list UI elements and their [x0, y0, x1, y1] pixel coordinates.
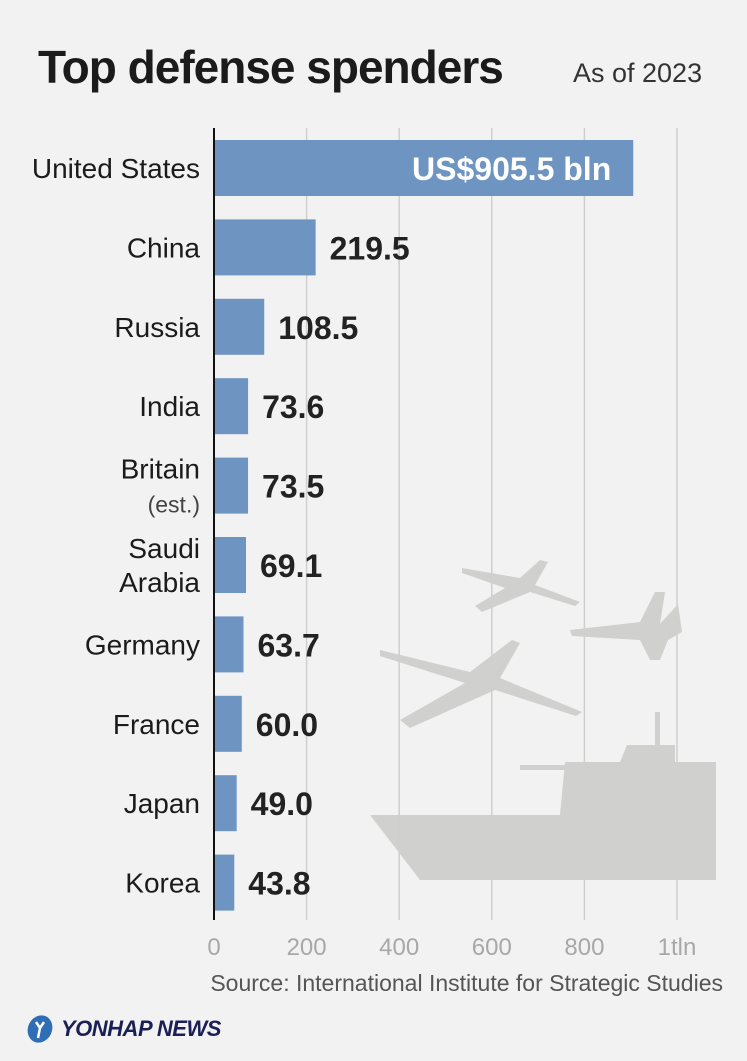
- bar: [214, 378, 249, 435]
- category-label: Korea: [125, 868, 200, 899]
- x-tick-label: 800: [564, 934, 604, 961]
- yonhap-logo-text: YONHAP NEWS: [61, 1016, 221, 1041]
- x-tick-label: 400: [379, 934, 419, 961]
- bars: [214, 140, 634, 911]
- yonhap-globe-icon: [27, 1015, 53, 1043]
- source-note: Source: International Institute for Stra…: [210, 970, 723, 996]
- category-label: United States: [32, 153, 200, 184]
- category-labels: United States China Russia India Britain (est…: [32, 153, 201, 899]
- bar: [214, 537, 246, 593]
- value-label: 49.0: [251, 786, 313, 822]
- military-silhouettes: [370, 560, 716, 880]
- bar: [214, 854, 235, 911]
- category-label: Japan: [124, 788, 200, 819]
- jet-silhouette: [570, 592, 682, 660]
- value-label: 73.6: [262, 389, 324, 425]
- x-tick-label: 1tln: [658, 934, 697, 961]
- ship-gun: [520, 765, 570, 770]
- value-label: 63.7: [257, 627, 319, 663]
- x-tick-label: 0: [207, 934, 220, 961]
- value-label: 108.5: [278, 310, 358, 346]
- value-labels: US$905.5 bln 219.5 108.5 73.6 73.5 69.1 63.7 60…: [248, 151, 611, 902]
- value-label: US$905.5 bln: [412, 151, 611, 187]
- value-label: 43.8: [248, 866, 310, 902]
- category-label: Saudi Arabia: [119, 533, 200, 598]
- category-label: China: [127, 232, 201, 263]
- value-label: 73.5: [262, 469, 324, 505]
- value-label: 69.1: [260, 548, 322, 584]
- bar: [214, 695, 242, 752]
- chart-title: Top defense spenders: [38, 41, 504, 93]
- category-label: Russia: [114, 312, 200, 343]
- x-tick-labels: 0 200 400 600 800 1tln: [207, 934, 696, 961]
- bar: [214, 298, 265, 355]
- bar: [214, 219, 316, 276]
- yonhap-logo: YONHAP NEWS: [25, 1014, 221, 1044]
- ship-silhouette: [370, 712, 716, 880]
- drone-silhouette-2: [380, 640, 582, 728]
- category-label: France: [113, 709, 200, 740]
- category-label: Germany: [85, 629, 200, 660]
- x-tick-label: 200: [287, 934, 327, 961]
- category-label: Britain (est.): [121, 454, 200, 518]
- drone-silhouette-1: [462, 560, 580, 612]
- bar: [214, 775, 237, 832]
- category-label: India: [139, 391, 200, 422]
- chart-subtitle: As of 2023: [573, 58, 703, 88]
- value-label: 60.0: [256, 707, 318, 743]
- bar: [214, 457, 249, 514]
- x-tick-label: 600: [472, 934, 512, 961]
- bar: [214, 616, 244, 673]
- bar: [214, 140, 634, 196]
- value-label: 219.5: [330, 230, 410, 266]
